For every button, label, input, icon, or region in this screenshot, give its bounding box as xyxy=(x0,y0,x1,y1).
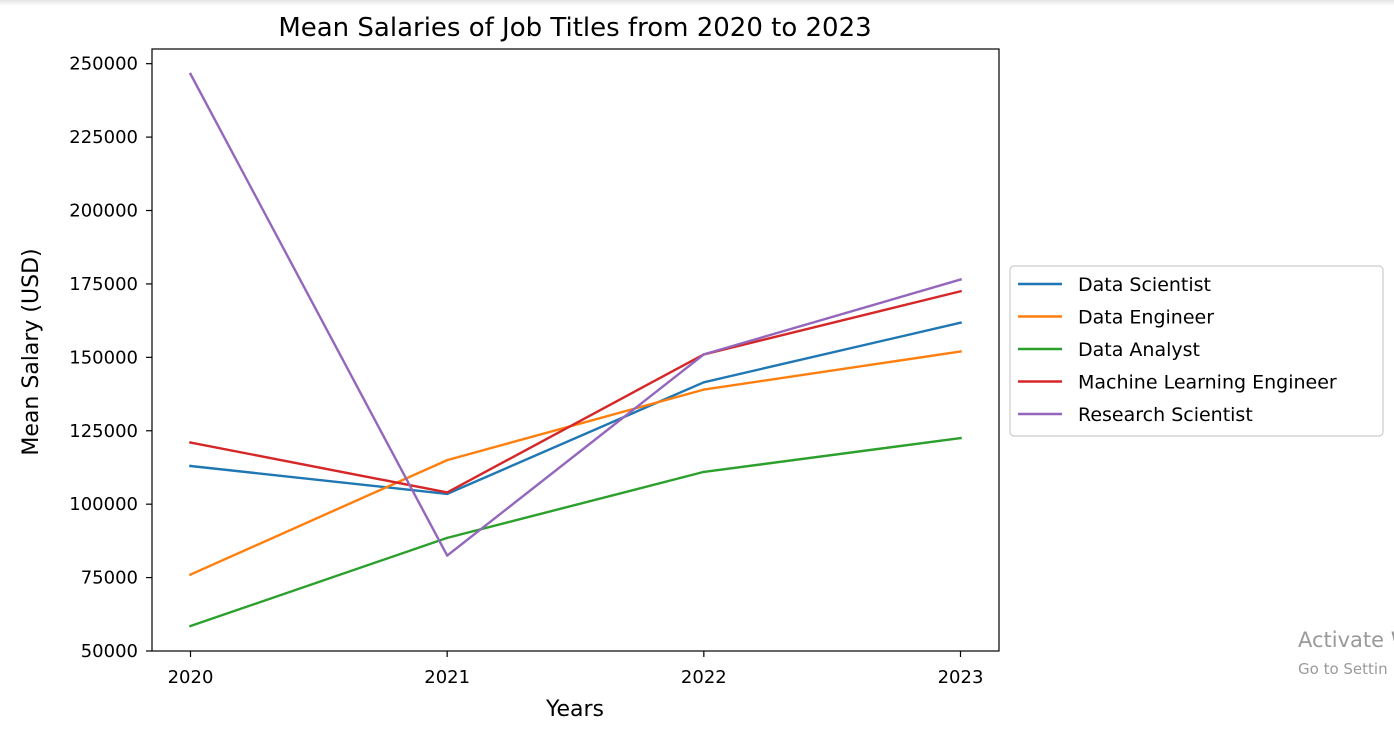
x-tick-label: 2021 xyxy=(424,667,470,688)
chart-title: Mean Salaries of Job Titles from 2020 to… xyxy=(278,13,871,43)
plot-frame xyxy=(151,48,1000,652)
x-tick-label: 2020 xyxy=(168,667,214,688)
y-axis-label: Mean Salary (USD) xyxy=(19,248,44,455)
data-point-data-engineer xyxy=(189,573,192,576)
legend-frame xyxy=(1009,265,1384,437)
x-tick-label: 2022 xyxy=(681,667,727,688)
data-point-data-engineer xyxy=(959,350,962,353)
series-line-machine-learning-engineer xyxy=(189,289,962,494)
y-tick-label: 50000 xyxy=(81,641,138,662)
y-tick-label: 225000 xyxy=(69,127,138,148)
data-point-research-scientist xyxy=(189,72,192,76)
y-tick-label: 200000 xyxy=(69,201,138,222)
data-point-research-scientist xyxy=(702,353,706,356)
top-edge-shadow xyxy=(0,0,1394,6)
y-tick-label: 150000 xyxy=(69,347,138,368)
data-point-data-engineer xyxy=(445,458,449,462)
y-tick-label: 100000 xyxy=(69,494,138,515)
settings-watermark: Go to Settin xyxy=(1298,660,1388,678)
legend-items: Data Scientist Data Engineer Data Analyst M… xyxy=(1018,274,1337,426)
data-point-machine-learning-engineer xyxy=(959,290,962,293)
x-tick-label: 2023 xyxy=(938,667,984,688)
data-point-data-analyst xyxy=(189,624,192,628)
legend-label-machine-learning-engineer: Machine Learning Engineer xyxy=(1078,372,1337,394)
series-line-data-analyst xyxy=(188,436,962,628)
y-tick-label: 125000 xyxy=(69,421,138,442)
series-lines xyxy=(188,72,962,628)
data-point-data-analyst xyxy=(702,470,706,474)
data-point-machine-learning-engineer xyxy=(189,441,192,444)
series-line-data-engineer xyxy=(188,350,962,577)
legend: Data Scientist Data Engineer Data Analyst M… xyxy=(1009,265,1384,437)
data-point-research-scientist xyxy=(445,554,449,557)
y-tick-label: 250000 xyxy=(69,54,138,75)
data-point-data-scientist xyxy=(959,321,962,324)
y-tick-label: 75000 xyxy=(81,568,138,589)
plot-area xyxy=(151,48,1000,652)
x-axis: 2020 2021 2022 2023 xyxy=(168,651,984,688)
series-line-research-scientist xyxy=(188,72,962,557)
data-point-machine-learning-engineer xyxy=(445,491,449,494)
data-point-data-engineer xyxy=(702,388,706,391)
data-point-research-scientist xyxy=(959,278,962,281)
y-tick-label: 175000 xyxy=(69,274,138,295)
legend-label-data-engineer: Data Engineer xyxy=(1078,307,1214,329)
x-axis-label: Years xyxy=(545,697,604,722)
legend-label-data-scientist: Data Scientist xyxy=(1078,274,1211,296)
legend-label-data-analyst: Data Analyst xyxy=(1078,339,1200,361)
data-point-data-scientist xyxy=(702,381,706,384)
data-point-data-analyst xyxy=(445,536,449,540)
series-line-data-scientist xyxy=(189,321,962,496)
data-point-data-analyst xyxy=(959,436,962,440)
y-axis: 50000 75000 100000 125000 150000 175000 200000… xyxy=(69,54,152,662)
activate-windows-watermark: Activate W xyxy=(1298,628,1394,652)
legend-label-research-scientist: Research Scientist xyxy=(1078,404,1253,426)
data-point-data-scientist xyxy=(189,464,192,468)
